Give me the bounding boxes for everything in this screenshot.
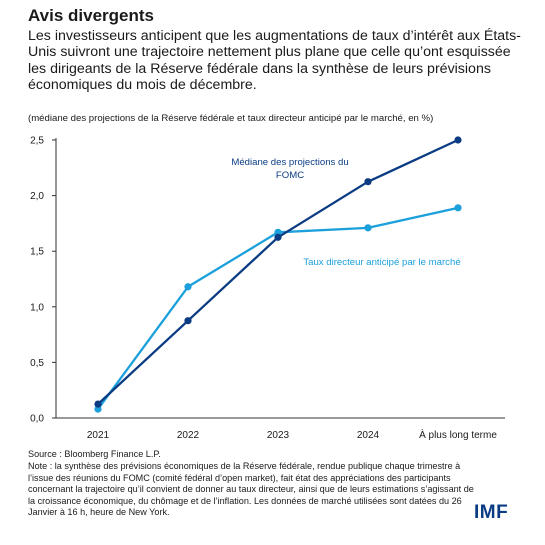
data-point [184, 283, 192, 291]
units-note: (médiane des projections de la Réserve f… [28, 113, 434, 124]
footnote: Note : la synthèse des prévisions économ… [28, 461, 474, 518]
data-point [454, 204, 462, 212]
data-point [94, 405, 102, 413]
chart-title: Avis divergents [28, 6, 154, 25]
y-tick-label: 0,0 [30, 414, 44, 425]
x-tick-label: 2021 [87, 430, 110, 441]
series-label: Médiane des projections du FOMC [231, 157, 348, 181]
y-tick-label: 1,0 [30, 302, 44, 313]
series-label: Taux directeur anticipé par le marché [303, 257, 460, 268]
data-point [274, 233, 282, 241]
y-tick-label: 1,5 [30, 247, 44, 258]
y-tick-label: 2,0 [30, 191, 44, 202]
y-tick-label: 0,5 [30, 358, 44, 369]
x-tick-label: 2024 [357, 430, 380, 441]
data-point [184, 317, 192, 325]
data-point [364, 178, 372, 186]
y-tick-label: 2,5 [30, 136, 44, 147]
data-point [454, 136, 462, 144]
x-tick-label: 2022 [177, 430, 200, 441]
data-point [364, 224, 372, 232]
data-point [274, 228, 282, 236]
chart-subtitle: Les investisseurs anticipent que les aug… [28, 28, 521, 94]
source-note: Source : Bloomberg Finance L.P. [28, 449, 161, 459]
imf-logo: IMF [474, 502, 509, 523]
data-point [94, 400, 102, 408]
x-tick-label: À plus long terme [419, 428, 497, 441]
x-tick-label: 2023 [267, 430, 290, 441]
